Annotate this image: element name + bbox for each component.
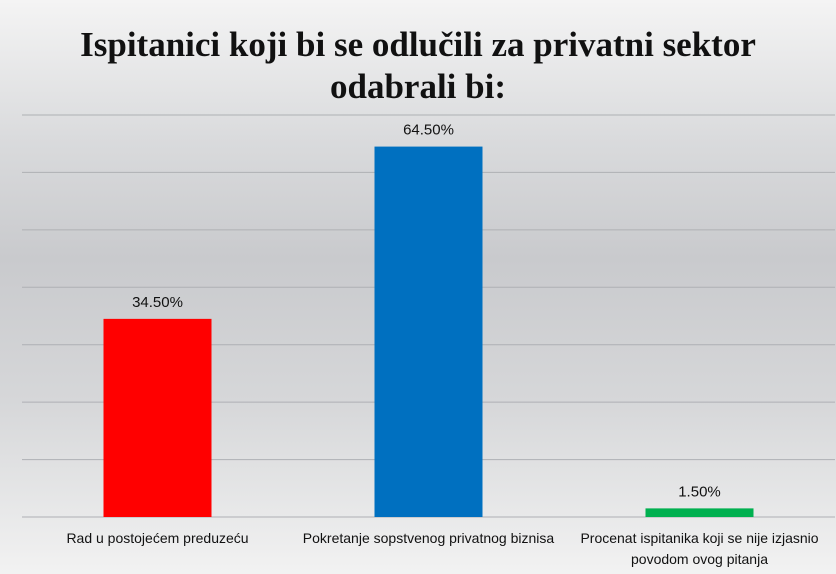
value-label: 1.50% (678, 483, 721, 500)
bar (645, 508, 754, 517)
x-tick-label: Procenat ispitanika koji se nije izjasni… (580, 530, 819, 567)
bar (374, 146, 483, 518)
x-tick-label: Rad u postojećem preduzeću (66, 530, 249, 546)
x-tick-label: Pokretanje sopstvenog privatnog biznisa (302, 530, 555, 546)
chart-title: Ispitanici koji bi se odlučili za privat… (80, 25, 756, 106)
value-label: 34.50% (132, 294, 183, 311)
value-label: 64.50% (403, 122, 454, 139)
bar (103, 318, 212, 517)
